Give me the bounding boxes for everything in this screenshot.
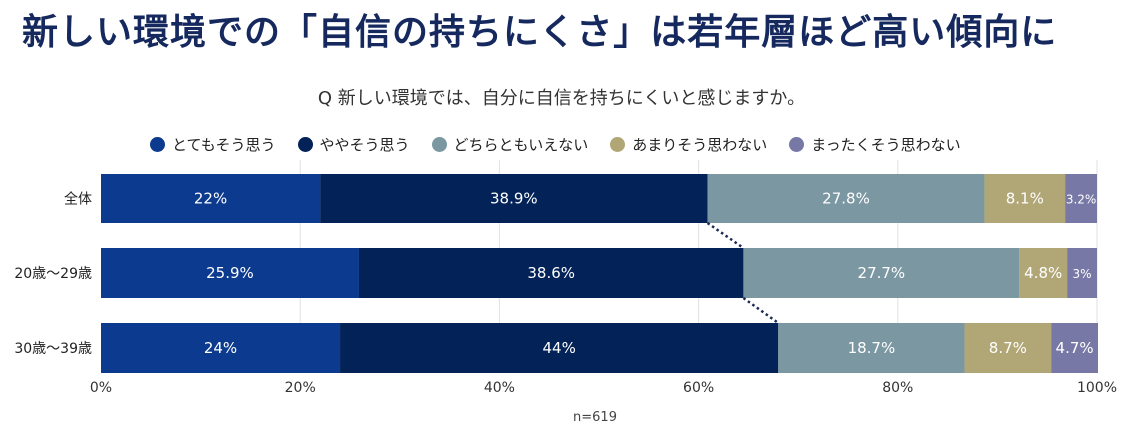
legend-item: まったくそう思わない [789, 134, 961, 155]
x-tick-label: 20% [285, 380, 316, 396]
category-label: 20歳〜29歳 [14, 266, 92, 282]
data-label: 24% [204, 339, 237, 357]
sample-size-note: n=619 [573, 410, 617, 425]
data-label: 38.9% [490, 190, 538, 208]
data-label: 38.6% [527, 264, 575, 282]
x-tick-label: 100% [1077, 380, 1117, 396]
legend-label: まったくそう思わない [811, 135, 961, 154]
bar-segment [340, 323, 779, 373]
bar-segment [101, 248, 359, 298]
bar-segment [1067, 248, 1097, 298]
bar-segment [101, 323, 341, 373]
x-tick-label: 0% [90, 380, 112, 396]
legend-swatch [431, 136, 447, 152]
x-tick-label: 60% [683, 380, 714, 396]
x-tick-label: 80% [882, 380, 913, 396]
legend-label: ややそう思う [319, 135, 410, 154]
chart-title: 新しい環境での「自信の持ちにくさ」は若年層ほど高い傾向に [22, 12, 1058, 53]
data-label: 8.1% [1006, 190, 1044, 208]
category-label: 30歳〜39歳 [14, 341, 92, 357]
connector-line [706, 221, 745, 250]
legend-label: とてもそう思う [172, 135, 276, 154]
legend-item: とてもそう思う [150, 134, 276, 155]
bar-segment [964, 323, 1052, 373]
bar-segment [1065, 174, 1097, 223]
category-label: 全体 [64, 191, 92, 208]
legend-swatch [610, 136, 626, 152]
bar-segment [743, 248, 1020, 298]
connector-line [742, 296, 780, 325]
data-label: 4.7% [1056, 339, 1094, 357]
legend-swatch [150, 136, 165, 152]
data-label: 8.7% [989, 339, 1027, 357]
bar-segment [358, 248, 744, 298]
legend-swatch [297, 136, 313, 152]
legend-item: どちらともいえない [431, 134, 589, 155]
data-label: 3% [1073, 267, 1092, 281]
bar-segment [101, 174, 321, 223]
legend-item: あまりそう思わない [610, 134, 767, 155]
data-label: 3.2% [1066, 193, 1097, 207]
chart-subtitle: Q 新しい環境では、自分に自信を持ちにくいと感じますか。 [317, 88, 806, 109]
data-label: 27.7% [858, 264, 906, 282]
legend: とてもそう思う ややそう思う どちらともいえない あまりそう思わない まったくそう思わな… [150, 134, 1050, 154]
bar-segment [1019, 248, 1068, 298]
bar-segment [778, 323, 965, 373]
data-label: 18.7% [848, 339, 896, 357]
data-label: 44% [542, 339, 575, 357]
bar-segment [320, 174, 708, 223]
data-label: 27.8% [822, 190, 870, 208]
bar-segment [707, 174, 985, 223]
bar-segment [1051, 323, 1098, 373]
legend-label: あまりそう思わない [632, 135, 768, 154]
legend-label: どちらともいえない [453, 135, 589, 154]
data-label: 25.9% [206, 264, 254, 282]
legend-item: ややそう思う [297, 134, 410, 155]
legend-swatch [789, 136, 805, 152]
x-tick-label: 40% [484, 380, 515, 396]
data-label: 4.8% [1024, 264, 1062, 282]
bar-segment [984, 174, 1066, 223]
data-label: 22% [194, 190, 227, 208]
